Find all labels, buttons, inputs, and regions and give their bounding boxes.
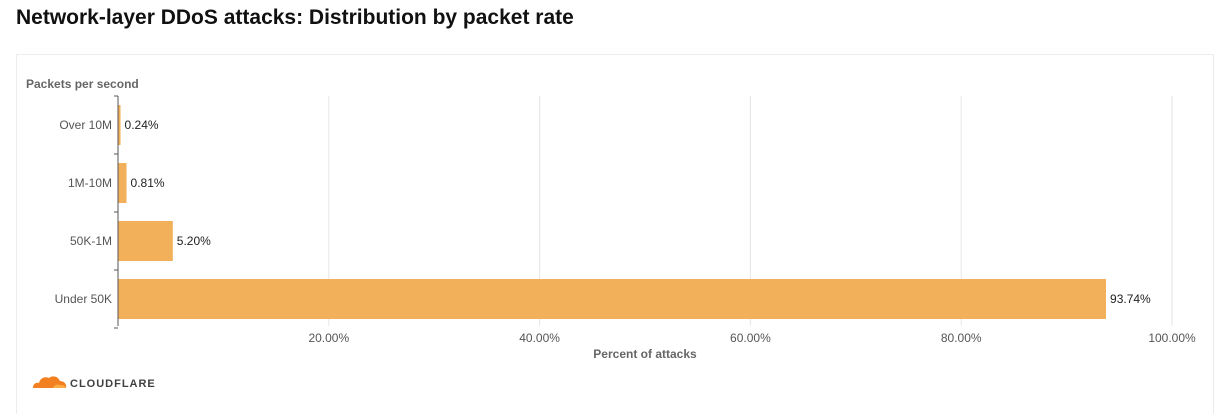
x-tick-label: 80.00% bbox=[941, 331, 982, 345]
bar-chart: Packets per second Percent of attacks 20… bbox=[26, 77, 1196, 361]
x-tick-label: 20.00% bbox=[308, 331, 349, 345]
data-label: 5.20% bbox=[177, 234, 211, 248]
y-tick-label: Over 10M bbox=[59, 118, 112, 132]
chart-card bbox=[16, 54, 1214, 414]
cloudflare-wordmark: CLOUDFLARE bbox=[70, 378, 155, 390]
x-tick-label: 40.00% bbox=[519, 331, 560, 345]
bar bbox=[118, 163, 127, 203]
y-tick-label: 50K-1M bbox=[70, 234, 112, 248]
x-axis-title: Percent of attacks bbox=[593, 347, 697, 361]
x-tick-label: 100.00% bbox=[1148, 331, 1196, 345]
bar bbox=[118, 279, 1107, 319]
x-tick-label: 60.00% bbox=[730, 331, 771, 345]
bars bbox=[118, 105, 1107, 319]
y-axis-title: Packets per second bbox=[26, 77, 139, 91]
cloudflare-cloud-icon bbox=[33, 376, 67, 388]
y-tick-label: Under 50K bbox=[55, 292, 112, 306]
data-label: 0.81% bbox=[131, 176, 165, 190]
axis-ticks bbox=[114, 95, 118, 329]
bar bbox=[118, 105, 121, 145]
bar bbox=[118, 221, 173, 261]
cloudflare-logo: CLOUDFLARE bbox=[33, 376, 155, 390]
y-tick-label: 1M-10M bbox=[68, 176, 112, 190]
data-label: 0.24% bbox=[125, 118, 159, 132]
page-title: Network-layer DDoS attacks: Distribution… bbox=[16, 6, 574, 29]
data-label: 93.74% bbox=[1110, 292, 1151, 306]
